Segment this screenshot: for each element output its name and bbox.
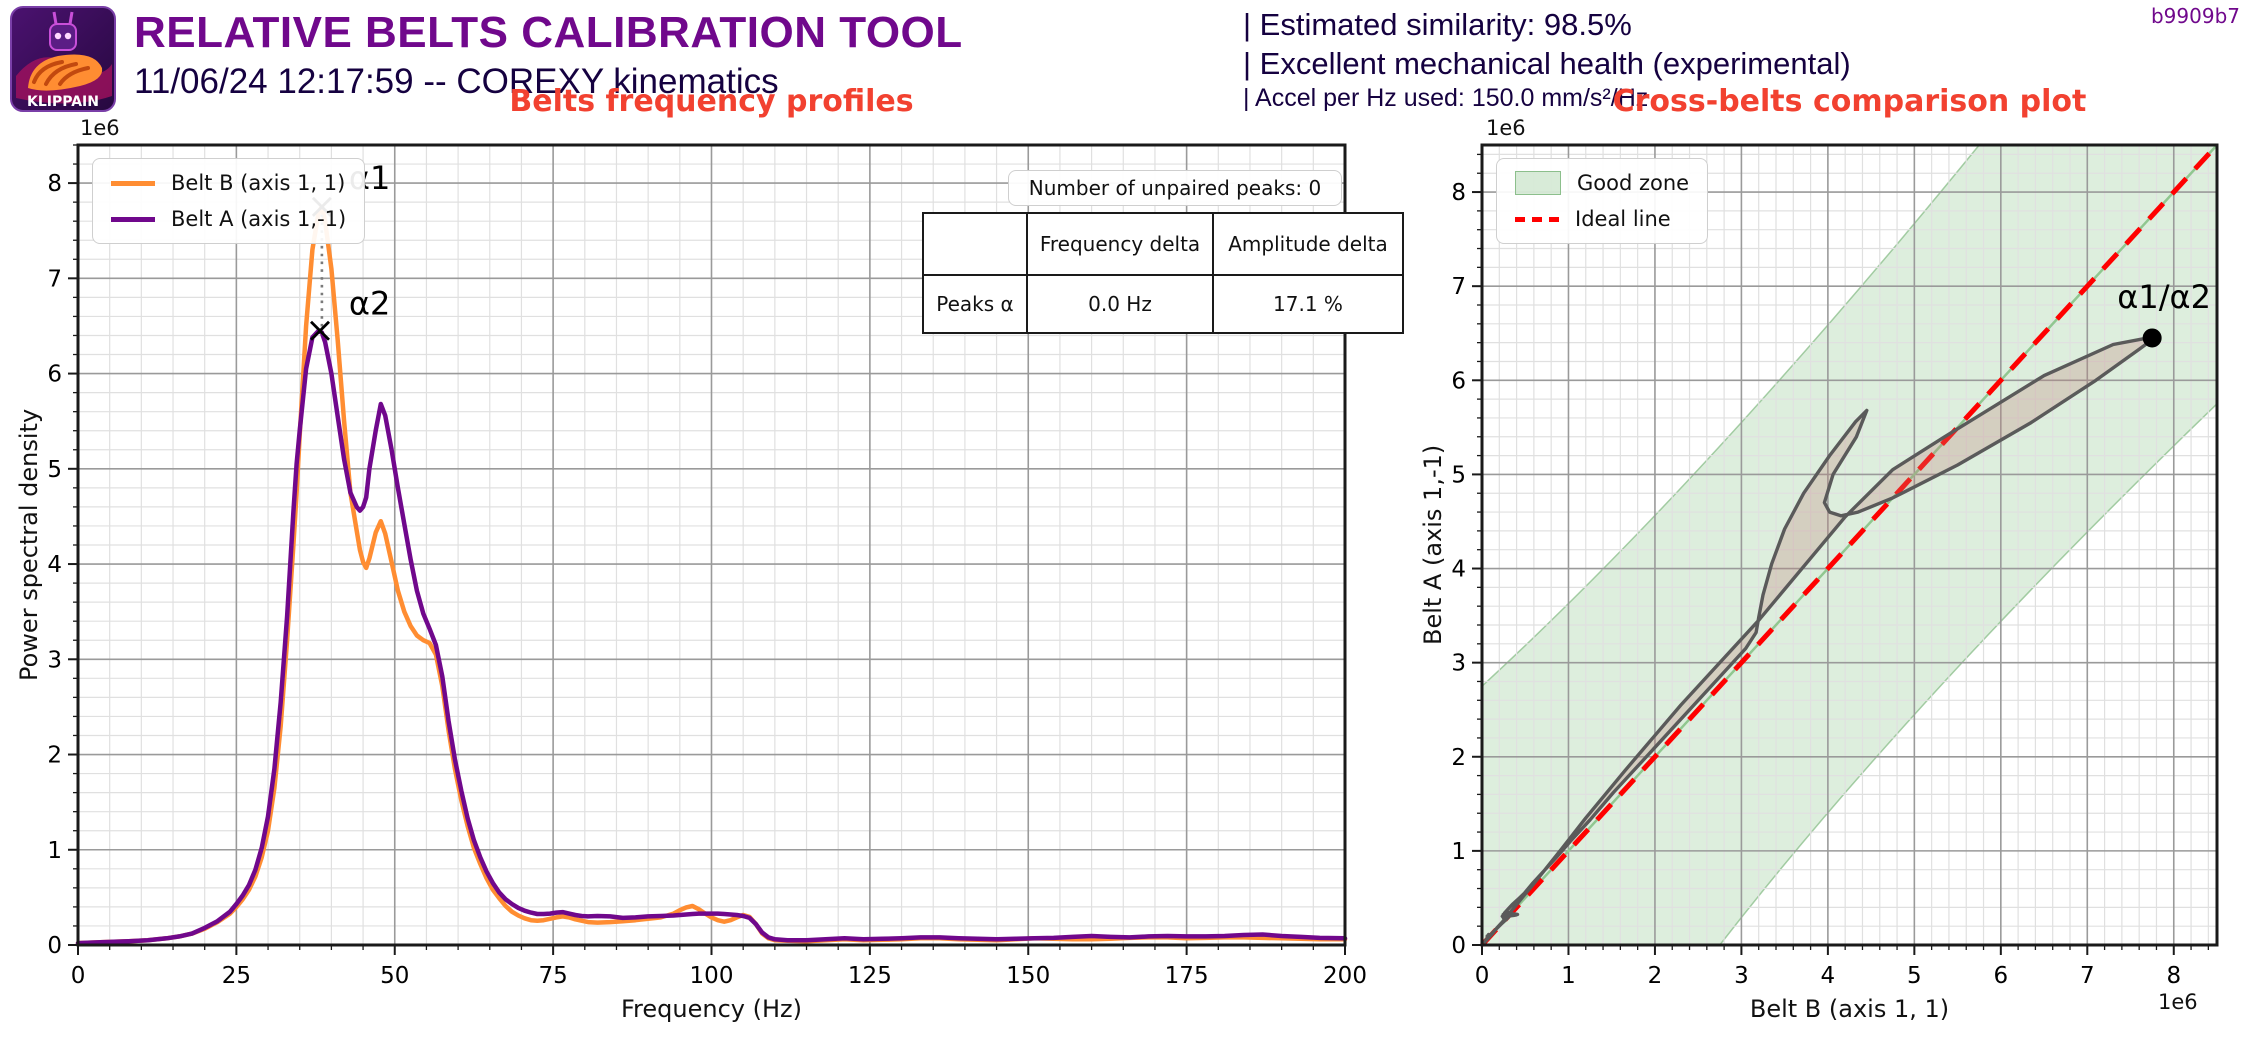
belt-a-label: Belt A (axis 1,-1) [171,207,347,231]
svg-text:6: 6 [47,362,62,388]
logo-robot-head [49,23,77,51]
svg-text:α2: α2 [349,285,390,323]
left-chart-y-offset: 1e6 [80,116,120,140]
svg-text:2: 2 [1451,745,1466,771]
peaks-alpha-cell: Peaks α [922,274,1028,334]
belt-b-line-swatch [111,180,155,186]
ideal-line-label: Ideal line [1575,207,1671,231]
good-zone-label: Good zone [1577,171,1690,195]
left-chart-title: Belts frequency profiles [509,84,914,119]
svg-text:25: 25 [222,963,251,989]
klippain-logo: KLIPPAIN [10,6,116,112]
svg-text:4: 4 [47,552,62,578]
svg-text:4: 4 [1451,557,1466,583]
frequency-delta-header: Frequency delta [1026,212,1214,276]
svg-text:125: 125 [848,963,892,989]
cross-belts-chart: α1/α2 00 1 1 2 2 3 3 4 4 5 5 6 6 7 7 8 8 [1451,143,2219,989]
page-title: RELATIVE BELTS CALIBRATION TOOL [134,8,963,57]
version-tag: b9909b7 [2150,4,2240,28]
svg-text:3: 3 [1451,651,1466,677]
table-corner-cell [922,212,1028,276]
unpaired-peaks-badge: Number of unpaired peaks: 0 [1008,170,1342,206]
svg-text:1: 1 [1561,963,1576,989]
legend-item-good-zone: Good zone [1515,171,1689,195]
frequency-delta-value: 0.0 Hz [1026,274,1214,334]
legend-item-belt-b: Belt B (axis 1, 1) [111,171,346,195]
svg-text:5: 5 [1451,462,1466,488]
right-chart-x-label: Belt B (axis 1, 1) [1749,995,1950,1023]
svg-text:150: 150 [1006,963,1050,989]
page-subtitle: 11/06/24 12:17:59 -- COREXY kinematics [134,62,779,101]
table-header-row: Frequency delta Amplitude delta [922,212,1404,276]
left-chart-y-label: Power spectral density [15,408,43,682]
good-zone-swatch [1515,171,1561,195]
svg-text:5: 5 [1907,963,1922,989]
svg-text:8: 8 [47,171,62,197]
ideal-line-swatch [1515,216,1559,222]
svg-text:6: 6 [1451,368,1466,394]
table-row: Peaks α 0.0 Hz 17.1 % [922,274,1404,334]
svg-text:0: 0 [71,963,86,989]
svg-text:α1/α2: α1/α2 [2117,278,2211,316]
svg-text:1: 1 [1451,839,1466,865]
svg-text:4: 4 [1821,963,1836,989]
left-chart-legend: Belt B (axis 1, 1) Belt A (axis 1,-1) [92,158,366,244]
svg-text:8: 8 [1451,180,1466,206]
svg-text:6: 6 [1994,963,2009,989]
peaks-delta-table: Frequency delta Amplitude delta Peaks α … [922,212,1404,334]
svg-text:175: 175 [1165,963,1209,989]
mechanical-health: | Excellent mechanical health (experimen… [1243,46,1851,81]
accel-per-hz: | Accel per Hz used: 150.0 mm/s²/Hz [1243,84,1649,112]
left-chart-x-label: Frequency (Hz) [621,995,802,1023]
svg-text:1: 1 [47,838,62,864]
right-chart-legend: Good zone Ideal line [1496,158,1709,244]
svg-text:100: 100 [690,963,734,989]
right-chart-x-offset: 1e6 [2158,990,2198,1014]
belt-b-label: Belt B (axis 1, 1) [171,171,346,195]
svg-text:2: 2 [1648,963,1663,989]
legend-item-belt-a: Belt A (axis 1,-1) [111,207,346,231]
svg-text:3: 3 [1734,963,1749,989]
svg-text:8: 8 [2166,963,2181,989]
svg-text:7: 7 [2080,963,2095,989]
belt-a-line-swatch [111,216,155,222]
right-chart-y-label: Belt A (axis 1,-1) [1419,444,1447,646]
svg-text:2: 2 [47,743,62,769]
svg-text:7: 7 [47,266,62,292]
amplitude-delta-header: Amplitude delta [1212,212,1404,276]
svg-text:0: 0 [1475,963,1490,989]
svg-text:5: 5 [47,457,62,483]
right-chart-title: Cross-belts comparison plot [1612,84,2087,119]
svg-text:3: 3 [47,647,62,673]
estimated-similarity: | Estimated similarity: 98.5% [1243,7,1632,42]
logo-text: KLIPPAIN [27,94,99,110]
legend-item-ideal-line: Ideal line [1515,207,1689,231]
svg-text:7: 7 [1451,274,1466,300]
svg-text:50: 50 [380,963,409,989]
right-chart-y-offset: 1e6 [1486,116,1526,140]
amplitude-delta-value: 17.1 % [1212,274,1404,334]
svg-text:75: 75 [538,963,567,989]
svg-text:0: 0 [1451,933,1466,959]
svg-text:200: 200 [1323,963,1367,989]
svg-text:0: 0 [47,933,62,959]
